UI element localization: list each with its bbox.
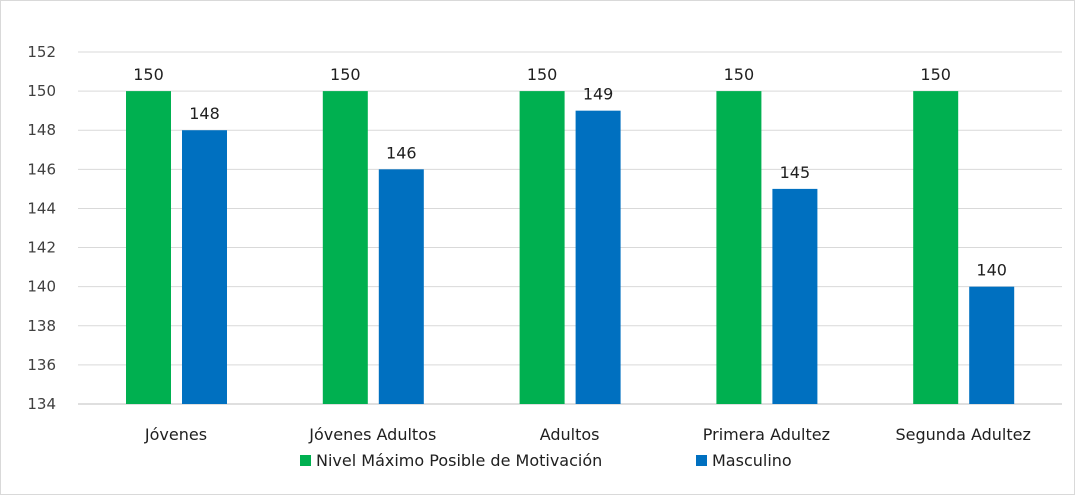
y-tick-label: 142 (27, 239, 56, 257)
x-tick-label: Jóvenes Adultos (308, 425, 436, 444)
y-tick-label: 138 (27, 317, 56, 335)
gridlines (78, 51, 1062, 405)
y-tick-label: 152 (27, 43, 56, 61)
data-label: 150 (920, 65, 951, 84)
data-labels: 150 148 150 146 150 149 150 145 150 140 (133, 65, 1007, 280)
x-tick-label: Adultos (540, 425, 600, 444)
data-label: 150 (724, 65, 755, 84)
x-axis-tick-labels: Jóvenes Jóvenes Adultos Adultos Primera Adu… (144, 425, 1031, 444)
x-tick-label: Jóvenes (144, 425, 207, 444)
legend-swatch-masculino (696, 455, 707, 466)
legend-label-masculino: Masculino (712, 451, 792, 470)
bar-masculino (969, 286, 1015, 404)
data-label: 146 (386, 143, 417, 162)
data-label: 148 (189, 104, 220, 123)
y-tick-label: 146 (27, 160, 56, 178)
bar-masculino (575, 110, 621, 405)
legend-swatch-nivel-maximo (300, 455, 311, 466)
data-label: 150 (133, 65, 164, 84)
x-tick-label: Primera Adultez (703, 425, 830, 444)
data-label: 150 (527, 65, 558, 84)
bar-nivel-maximo (322, 91, 368, 404)
legend-label-nivel-maximo: Nivel Máximo Posible de Motivación (316, 451, 602, 470)
y-tick-label: 134 (27, 395, 56, 413)
bar-masculino (378, 169, 424, 404)
y-tick-label: 140 (27, 278, 56, 296)
data-label: 140 (976, 261, 1007, 280)
y-tick-label: 136 (27, 356, 56, 374)
y-tick-label: 150 (27, 82, 56, 100)
bar-masculino (182, 130, 227, 404)
y-tick-label: 144 (27, 199, 56, 217)
data-label: 145 (780, 163, 811, 182)
bar-nivel-maximo (716, 91, 762, 404)
legend: Nivel Máximo Posible de Motivación Mascul… (300, 451, 792, 470)
y-axis-tick-labels: 134 136 138 140 142 144 146 148 150 152 (27, 43, 56, 413)
bar-nivel-maximo (126, 91, 171, 404)
data-label: 149 (583, 85, 614, 104)
bars (126, 91, 1015, 405)
bar-masculino (772, 188, 818, 404)
y-tick-label: 148 (27, 121, 56, 139)
x-tick-label: Segunda Adultez (895, 425, 1030, 444)
bar-nivel-maximo (913, 91, 959, 404)
bar-nivel-maximo (519, 91, 565, 404)
data-label: 150 (330, 65, 361, 84)
